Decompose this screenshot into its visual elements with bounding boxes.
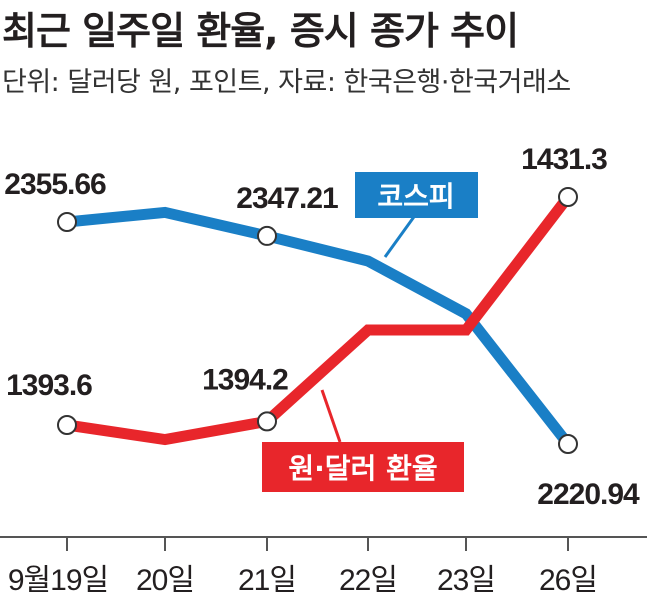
kospi-series-line [66,206,573,448]
krw-data-point [558,187,578,207]
krw-tag-leader [320,389,342,443]
krw-data-point [57,415,77,435]
kospi-tag-leader [383,213,418,258]
kospi-data-point [57,212,77,232]
chart-title: 최근 일주일 환율, 증시 종가 추이 [2,9,519,53]
krw-series-line [66,193,573,446]
kospi-data-label: 2347.21 [236,182,338,215]
krw-data-label: 1431.3 [521,143,607,176]
krw-data-label: 1394.2 [202,363,288,396]
chart-subtitle: 단위: 달러당 원, 포인트, 자료: 한국은행·한국거래소 [2,67,571,98]
krw-legend-tag: 원·달러 환율 [262,389,464,492]
kospi-data-label: 2355.66 [4,168,106,201]
krw-data-label: 1393.6 [6,369,92,402]
x-tick-label: 23일 [437,564,495,597]
x-tick-label: 9월19일 [8,564,108,597]
kospi-tag-box [355,172,478,218]
x-tick-label: 20일 [136,564,194,597]
kospi-data-label: 2220.94 [537,478,640,511]
x-tick-label: 22일 [339,564,397,597]
x-tick-label: 21일 [238,564,296,597]
kospi-legend-tag: 코스피 [355,172,478,258]
x-tick-label: 26일 [539,564,597,597]
kospi-data-point [257,225,277,246]
kospi-tag-label: 코스피 [377,180,454,213]
krw-tag-label: 원·달러 환율 [288,452,437,485]
krw-tag-box [262,442,464,492]
krw-data-point [257,411,277,432]
kospi-data-point [558,434,578,454]
